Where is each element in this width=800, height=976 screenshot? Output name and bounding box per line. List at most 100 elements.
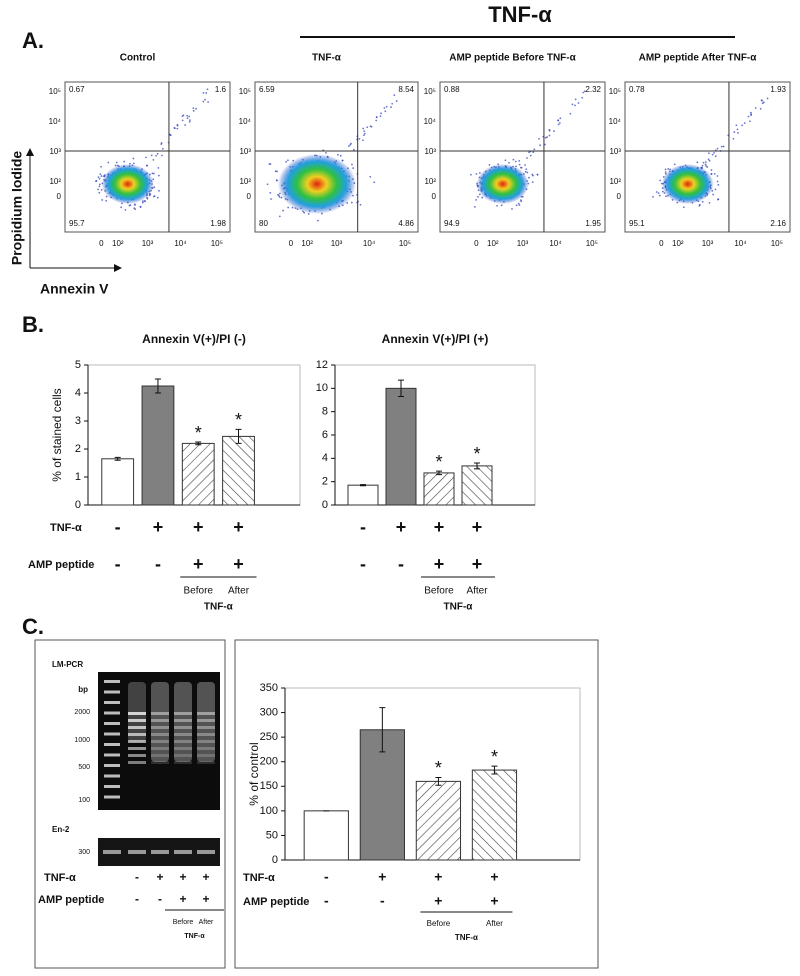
event-dot bbox=[189, 119, 191, 122]
condition-group-label: TNF-α bbox=[455, 933, 478, 942]
gel-band bbox=[174, 726, 192, 729]
event-dot bbox=[128, 204, 131, 207]
event-dot bbox=[151, 172, 154, 175]
gel-unit: bp bbox=[78, 685, 88, 694]
gel-band bbox=[197, 733, 215, 736]
event-dot bbox=[100, 165, 102, 168]
event-dot bbox=[714, 188, 717, 191]
x-tick-label: 10² bbox=[672, 239, 684, 248]
event-dot bbox=[733, 131, 736, 133]
gel-band bbox=[128, 747, 146, 750]
event-dot bbox=[582, 91, 585, 94]
event-dot bbox=[710, 173, 713, 176]
y-tick-label: 8 bbox=[322, 406, 328, 418]
event-dot bbox=[114, 164, 117, 167]
event-dot bbox=[722, 145, 725, 148]
event-dot bbox=[393, 94, 396, 96]
y-tick-label: 0 bbox=[57, 192, 62, 201]
event-dot bbox=[363, 130, 366, 133]
bar bbox=[101, 458, 135, 506]
event-dot bbox=[682, 206, 685, 209]
condition-sign: - bbox=[398, 554, 404, 574]
error-bar bbox=[474, 462, 480, 470]
x-tick-label: 10⁵ bbox=[586, 239, 598, 248]
event-dot bbox=[100, 175, 103, 177]
event-dot bbox=[152, 195, 155, 198]
event-dot bbox=[380, 112, 382, 115]
density-core bbox=[476, 164, 529, 204]
event-dot bbox=[206, 88, 209, 91]
event-dot bbox=[706, 166, 709, 168]
event-dot bbox=[337, 153, 339, 156]
error-bar bbox=[435, 776, 442, 786]
bar bbox=[141, 385, 175, 506]
gel-band bbox=[128, 712, 146, 715]
condition-sign: - bbox=[135, 870, 139, 884]
event-dot bbox=[176, 124, 179, 127]
event-dot bbox=[373, 181, 376, 184]
condition-sign: - bbox=[115, 554, 121, 574]
y-tick-label: 200 bbox=[260, 756, 278, 768]
ladder-band bbox=[104, 732, 120, 736]
event-dot bbox=[673, 163, 676, 166]
panel-label: A. bbox=[22, 28, 44, 53]
event-dot bbox=[363, 134, 365, 137]
event-dot bbox=[384, 110, 387, 113]
quadrant-value: 80 bbox=[259, 219, 268, 228]
condition-sign: + bbox=[153, 517, 164, 537]
event-dot bbox=[105, 199, 108, 202]
event-dot bbox=[115, 161, 118, 164]
event-dot bbox=[528, 176, 530, 179]
x-tick-label: 10⁴ bbox=[174, 239, 187, 248]
quadrant-value: 1.98 bbox=[210, 219, 226, 228]
condition-sign: + bbox=[156, 870, 163, 884]
y-tick-label: 150 bbox=[260, 780, 278, 792]
gel-band bbox=[174, 761, 192, 764]
event-dot bbox=[133, 203, 136, 206]
quadrant-value: 2.16 bbox=[770, 219, 786, 228]
event-dot bbox=[278, 215, 281, 218]
significance-mark: * bbox=[235, 410, 242, 430]
gel-band bbox=[151, 726, 169, 729]
ladder-band bbox=[104, 701, 120, 704]
condition-sublabel: After bbox=[486, 919, 503, 928]
size-marker: 1000 bbox=[74, 737, 90, 744]
event-dot bbox=[583, 90, 586, 93]
event-dot bbox=[702, 161, 705, 164]
condition-sign: + bbox=[490, 869, 498, 885]
event-dot bbox=[511, 207, 513, 210]
size-marker: 2000 bbox=[74, 709, 90, 716]
event-dot bbox=[270, 198, 272, 200]
event-dot bbox=[761, 102, 764, 105]
condition-sublabel: Before bbox=[424, 586, 454, 597]
event-dot bbox=[528, 151, 530, 154]
event-dot bbox=[539, 144, 542, 147]
condition-sign: + bbox=[202, 892, 209, 906]
condition-sign: - bbox=[158, 892, 162, 906]
gel-band bbox=[197, 747, 215, 750]
event-dot bbox=[749, 111, 752, 114]
event-dot bbox=[155, 154, 158, 157]
condition-sublabel: After bbox=[199, 919, 214, 926]
ladder-band bbox=[104, 774, 120, 778]
quadrant-value: 2.32 bbox=[585, 85, 601, 94]
condition-sign: - bbox=[380, 893, 385, 909]
y-axis-title: % of stained cells bbox=[50, 388, 64, 481]
event-dot bbox=[658, 194, 661, 197]
condition-sign: + bbox=[179, 892, 186, 906]
y-tick-label: 10² bbox=[424, 177, 436, 186]
quadrant-value: 8.54 bbox=[398, 85, 414, 94]
event-dot bbox=[743, 122, 746, 125]
y-tick-label: 100 bbox=[260, 805, 278, 817]
event-dot bbox=[307, 213, 310, 215]
event-dot bbox=[160, 142, 163, 144]
event-dot bbox=[518, 163, 521, 166]
event-dot bbox=[701, 200, 704, 203]
error-bar bbox=[195, 441, 202, 446]
gel-band bbox=[197, 712, 215, 715]
event-dot bbox=[571, 103, 574, 106]
size-marker: 500 bbox=[78, 764, 90, 771]
y-tick-label: 0 bbox=[247, 192, 252, 201]
event-dot bbox=[287, 206, 290, 209]
event-dot bbox=[202, 100, 205, 103]
